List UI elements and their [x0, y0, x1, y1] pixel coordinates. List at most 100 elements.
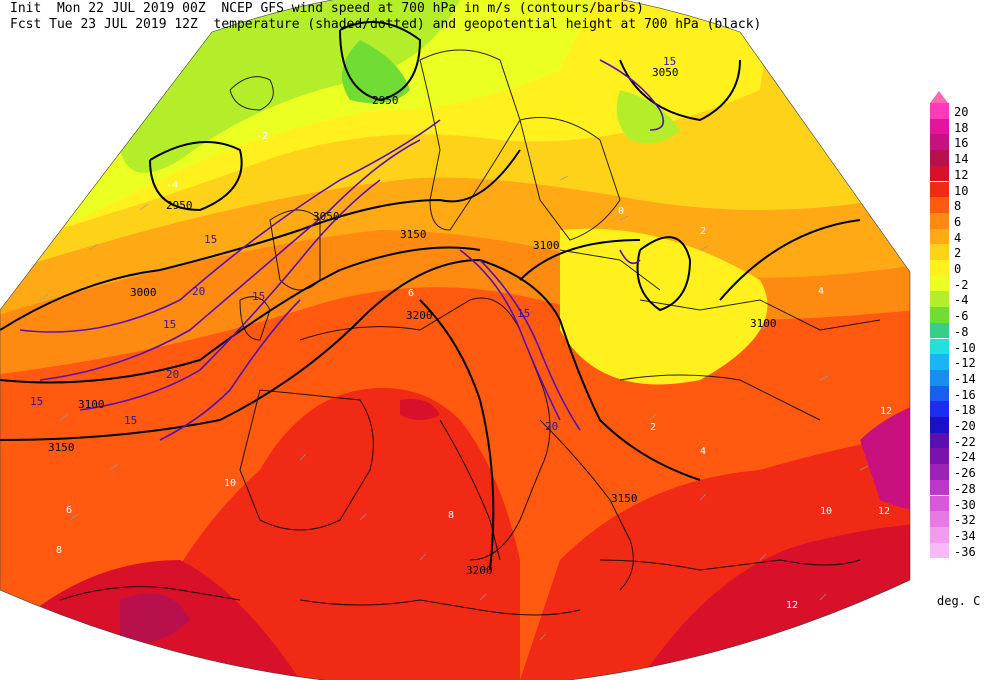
height-label: 3150 — [400, 228, 427, 241]
chart-header: Init Mon 22 JUL 2019 00Z NCEP GFS wind s… — [10, 1, 761, 33]
legend-tick-label: -28 — [954, 481, 976, 496]
legend-swatch — [930, 479, 949, 496]
height-label: 3100 — [533, 239, 560, 252]
legend-level: 20 — [930, 103, 1000, 119]
legend-swatch — [930, 134, 949, 151]
legend-level: -14 — [930, 369, 1000, 386]
temperature-label: 10 — [224, 478, 237, 489]
temperature-label: 6 — [66, 505, 73, 516]
legend-level: 18 — [930, 118, 1000, 135]
wind-speed-label: 15 — [30, 395, 44, 408]
height-label: 3100 — [750, 317, 777, 330]
legend-tick-label: -32 — [954, 513, 976, 528]
legend-tick-label: 0 — [954, 262, 962, 276]
temperature-label: 4 — [818, 286, 825, 297]
temperature-label: -4 — [166, 180, 179, 191]
wind-speed-label: 15 — [204, 233, 218, 246]
legend-level: 2 — [930, 244, 1000, 260]
legend-swatch — [930, 511, 949, 527]
legend-tick-label: -34 — [954, 528, 976, 543]
wind-speed-label: 15 — [663, 55, 677, 68]
legend-tick-label: -2 — [954, 277, 969, 292]
wind-speed-label: 15 — [517, 307, 531, 320]
legend-level: -6 — [930, 307, 1000, 323]
legend-level: -32 — [930, 511, 1000, 527]
legend-swatch — [930, 181, 949, 198]
legend-level: -28 — [930, 479, 1000, 496]
wind-speed-label: 15 — [124, 414, 138, 427]
legend-tick-label: -4 — [954, 293, 969, 308]
height-label: 3150 — [611, 492, 638, 505]
legend-tick-label: -8 — [954, 324, 969, 339]
wind-speed-label: 15 — [252, 290, 266, 303]
legend-swatch — [930, 260, 949, 276]
temperature-label: 12 — [878, 506, 891, 517]
legend-swatch — [930, 542, 949, 559]
legend-tick-label: -14 — [954, 371, 976, 386]
legend-level: -18 — [930, 401, 1000, 417]
temperature-label: 2 — [650, 422, 657, 433]
height-label: 2950 — [166, 199, 193, 212]
legend-swatch — [930, 369, 949, 386]
legend-tick-label: 6 — [954, 214, 962, 229]
legend-swatch — [930, 103, 949, 119]
temperature-label: 8 — [448, 510, 455, 521]
legend-level: -22 — [930, 432, 1000, 449]
legend-swatch — [930, 338, 949, 355]
legend-tick-label: 20 — [954, 105, 969, 119]
legend-level: 14 — [930, 150, 1000, 166]
legend-swatch — [930, 354, 949, 370]
legend-level: -16 — [930, 385, 1000, 402]
wind-speed-label: 20 — [166, 368, 180, 381]
legend-swatch — [930, 165, 949, 182]
height-label: 3050 — [652, 66, 679, 79]
legend-level: -8 — [930, 322, 1000, 339]
legend-swatch — [930, 291, 949, 308]
temperature-label: 10 — [820, 506, 833, 517]
height-label: 3200 — [466, 564, 493, 577]
wind-speed-label: 20 — [545, 420, 559, 433]
temperature-label: 6 — [408, 288, 415, 299]
legend-tick-label: -30 — [954, 497, 976, 512]
legend-swatch — [930, 244, 949, 260]
legend-swatch — [930, 432, 949, 449]
legend-swatch — [930, 307, 949, 323]
height-label: 3150 — [48, 441, 75, 454]
legend-tick-label: 2 — [954, 246, 962, 261]
legend-swatch — [930, 275, 949, 292]
legend-level: -24 — [930, 448, 1000, 464]
legend-swatch — [930, 417, 949, 433]
legend-level: 6 — [930, 212, 1000, 229]
legend-tick-label: 8 — [954, 199, 962, 214]
legend-tick-label: -26 — [954, 466, 976, 481]
legend-tick-label: 10 — [954, 183, 969, 198]
legend-level: -34 — [930, 526, 1000, 543]
legend-level: -12 — [930, 354, 1000, 370]
legend-level: -30 — [930, 495, 1000, 512]
height-label: 2950 — [372, 94, 399, 107]
wind-speed-label: 15 — [163, 318, 177, 331]
legend-tick-label: -18 — [954, 403, 976, 418]
legend-level: 12 — [930, 165, 1000, 182]
legend-swatch — [930, 526, 949, 543]
legend-tick-label: -36 — [954, 544, 976, 559]
legend-tick-label: 12 — [954, 167, 969, 182]
legend-swatch — [930, 495, 949, 512]
header-line-forecast: Fcst Tue 23 JUL 2019 12Z temperature (sh… — [10, 17, 762, 32]
temperature-label: 12 — [786, 600, 799, 611]
temperature-label: 0 — [618, 206, 625, 217]
legend-swatch — [930, 118, 949, 135]
legend-level: -10 — [930, 338, 1000, 355]
legend-level: 16 — [930, 134, 1000, 150]
legend-swatch — [930, 228, 949, 245]
height-label: 3100 — [78, 398, 105, 411]
legend-units: deg. C — [937, 594, 981, 608]
legend-swatch — [930, 385, 949, 402]
legend-swatch — [930, 322, 949, 339]
wind-speed-label: 20 — [192, 285, 206, 298]
legend-tick-label: -6 — [954, 309, 969, 324]
temperature-label: 4 — [700, 446, 707, 457]
legend-level: 0 — [930, 260, 1000, 276]
legend-swatch — [930, 150, 949, 166]
